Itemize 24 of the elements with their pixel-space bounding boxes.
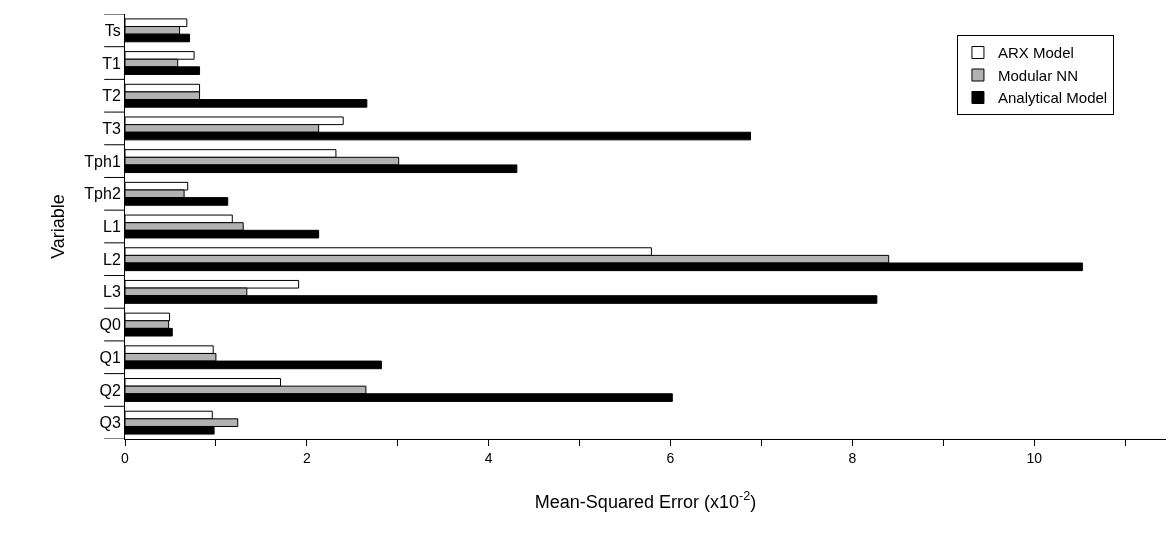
y-axis-title: Variable	[47, 194, 68, 259]
x-tick-label: 10	[1026, 449, 1043, 466]
y-tick-label: Q1	[99, 348, 121, 366]
y-tick-label: T1	[102, 54, 121, 72]
y-tick-label: L1	[103, 218, 121, 236]
x-tick-label: 4	[484, 449, 493, 466]
x-tick-label: 6	[666, 449, 675, 466]
y-tick-label: Tph2	[84, 185, 121, 203]
legend-label: Modular NN	[997, 66, 1078, 84]
y-tick-label: L3	[103, 283, 121, 301]
y-tick-label: Ts	[104, 21, 121, 39]
y-tick-label: Q3	[99, 414, 121, 432]
y-tick-label: T3	[102, 120, 121, 138]
y-tick-label: Q0	[99, 316, 121, 334]
legend-label: Analytical Model	[997, 89, 1108, 107]
y-tick-label: T2	[102, 87, 121, 105]
legend-label: ARX Model	[997, 44, 1074, 62]
x-tick-label: 0	[121, 449, 130, 466]
x-tick-label: 2	[302, 449, 311, 466]
x-tick-label: 8	[848, 449, 857, 466]
y-tick-label: Q2	[99, 381, 121, 399]
y-tick-label: Tph1	[84, 152, 121, 170]
y-tick-label: L2	[103, 250, 121, 268]
x-axis-title: Mean-Squared Error (x10$^{-2}$)	[534, 489, 757, 512]
